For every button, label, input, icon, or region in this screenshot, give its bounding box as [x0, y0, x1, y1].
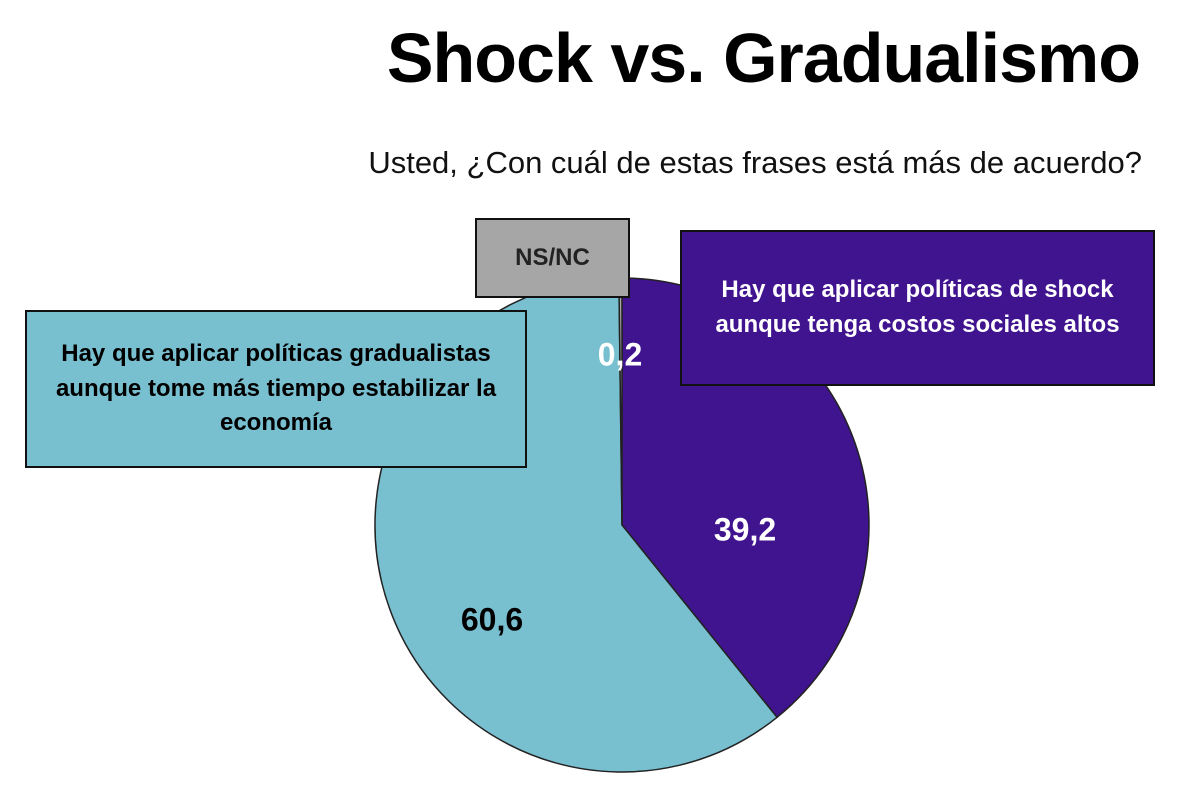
category-label: Hay que aplicar políticas de shock aunqu… [680, 230, 1155, 386]
value-label: 0,2 [597, 336, 643, 373]
category-label: Hay que aplicar políticas gradualistas a… [25, 310, 527, 468]
category-label: NS/NC [475, 218, 630, 298]
chart-subtitle: Usted, ¿Con cuál de estas frases está má… [368, 145, 1142, 180]
value-label: 60,6 [460, 601, 524, 638]
value-label: 39,2 [713, 511, 777, 548]
chart-title: Shock vs. Gradualismo [386, 19, 1141, 97]
